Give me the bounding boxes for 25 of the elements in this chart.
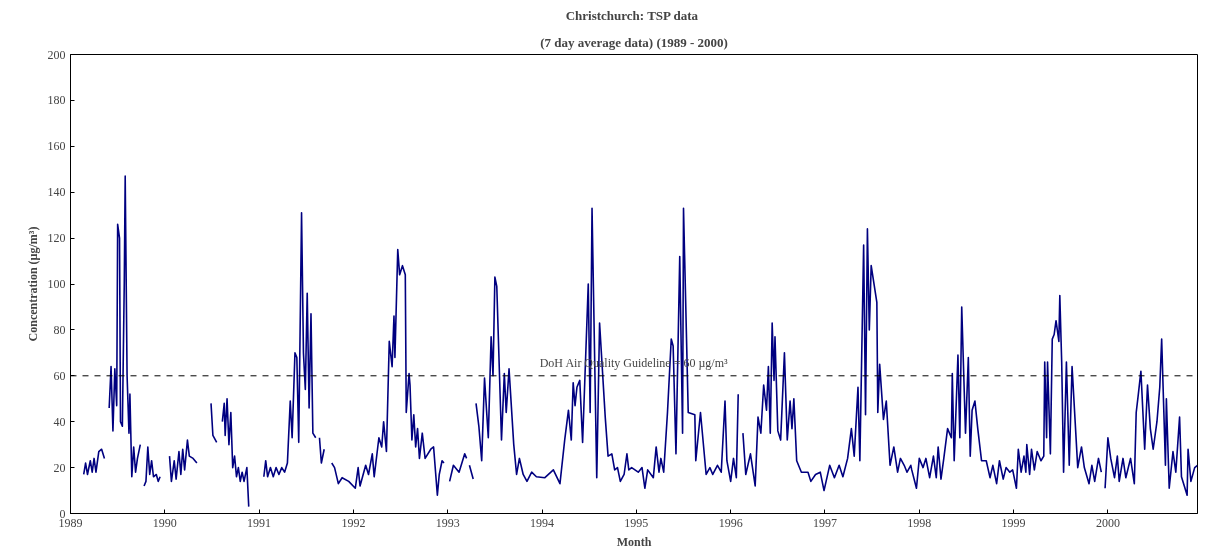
x-tick-label: 1997 [812, 515, 837, 530]
x-tick-label: 1990 [152, 515, 177, 530]
x-tick-label: 1995 [624, 515, 649, 530]
x-tick-label: 1991 [247, 515, 272, 530]
y-tick-label: 120 [47, 231, 66, 246]
y-axis-title: Concentration (µg/m³) [25, 226, 40, 342]
y-tick-label: 180 [47, 93, 66, 108]
x-tick-label: 1999 [1001, 515, 1026, 530]
x-tick-label: 1994 [530, 515, 555, 530]
x-tick-label: 1992 [341, 515, 366, 530]
chart-subtitle: (7 day average data) (1989 - 2000) [540, 34, 728, 50]
y-tick-label: 100 [47, 277, 66, 291]
y-tick-label: 20 [53, 460, 66, 475]
y-tick-label: 140 [47, 185, 66, 200]
x-tick-label: 1993 [435, 515, 460, 530]
y-tick-label: 200 [47, 47, 66, 62]
chart-title: Christchurch: TSP data [565, 7, 699, 23]
y-tick-label: 160 [47, 139, 66, 154]
y-tick-label: 40 [53, 414, 66, 429]
x-tick-label: 1998 [907, 515, 932, 530]
x-tick-label: 2000 [1095, 515, 1120, 530]
y-tick-label: 80 [53, 322, 66, 337]
y-tick-label: 60 [53, 368, 66, 383]
x-tick-label: 1996 [718, 515, 743, 530]
x-axis-title: Month [616, 534, 652, 549]
